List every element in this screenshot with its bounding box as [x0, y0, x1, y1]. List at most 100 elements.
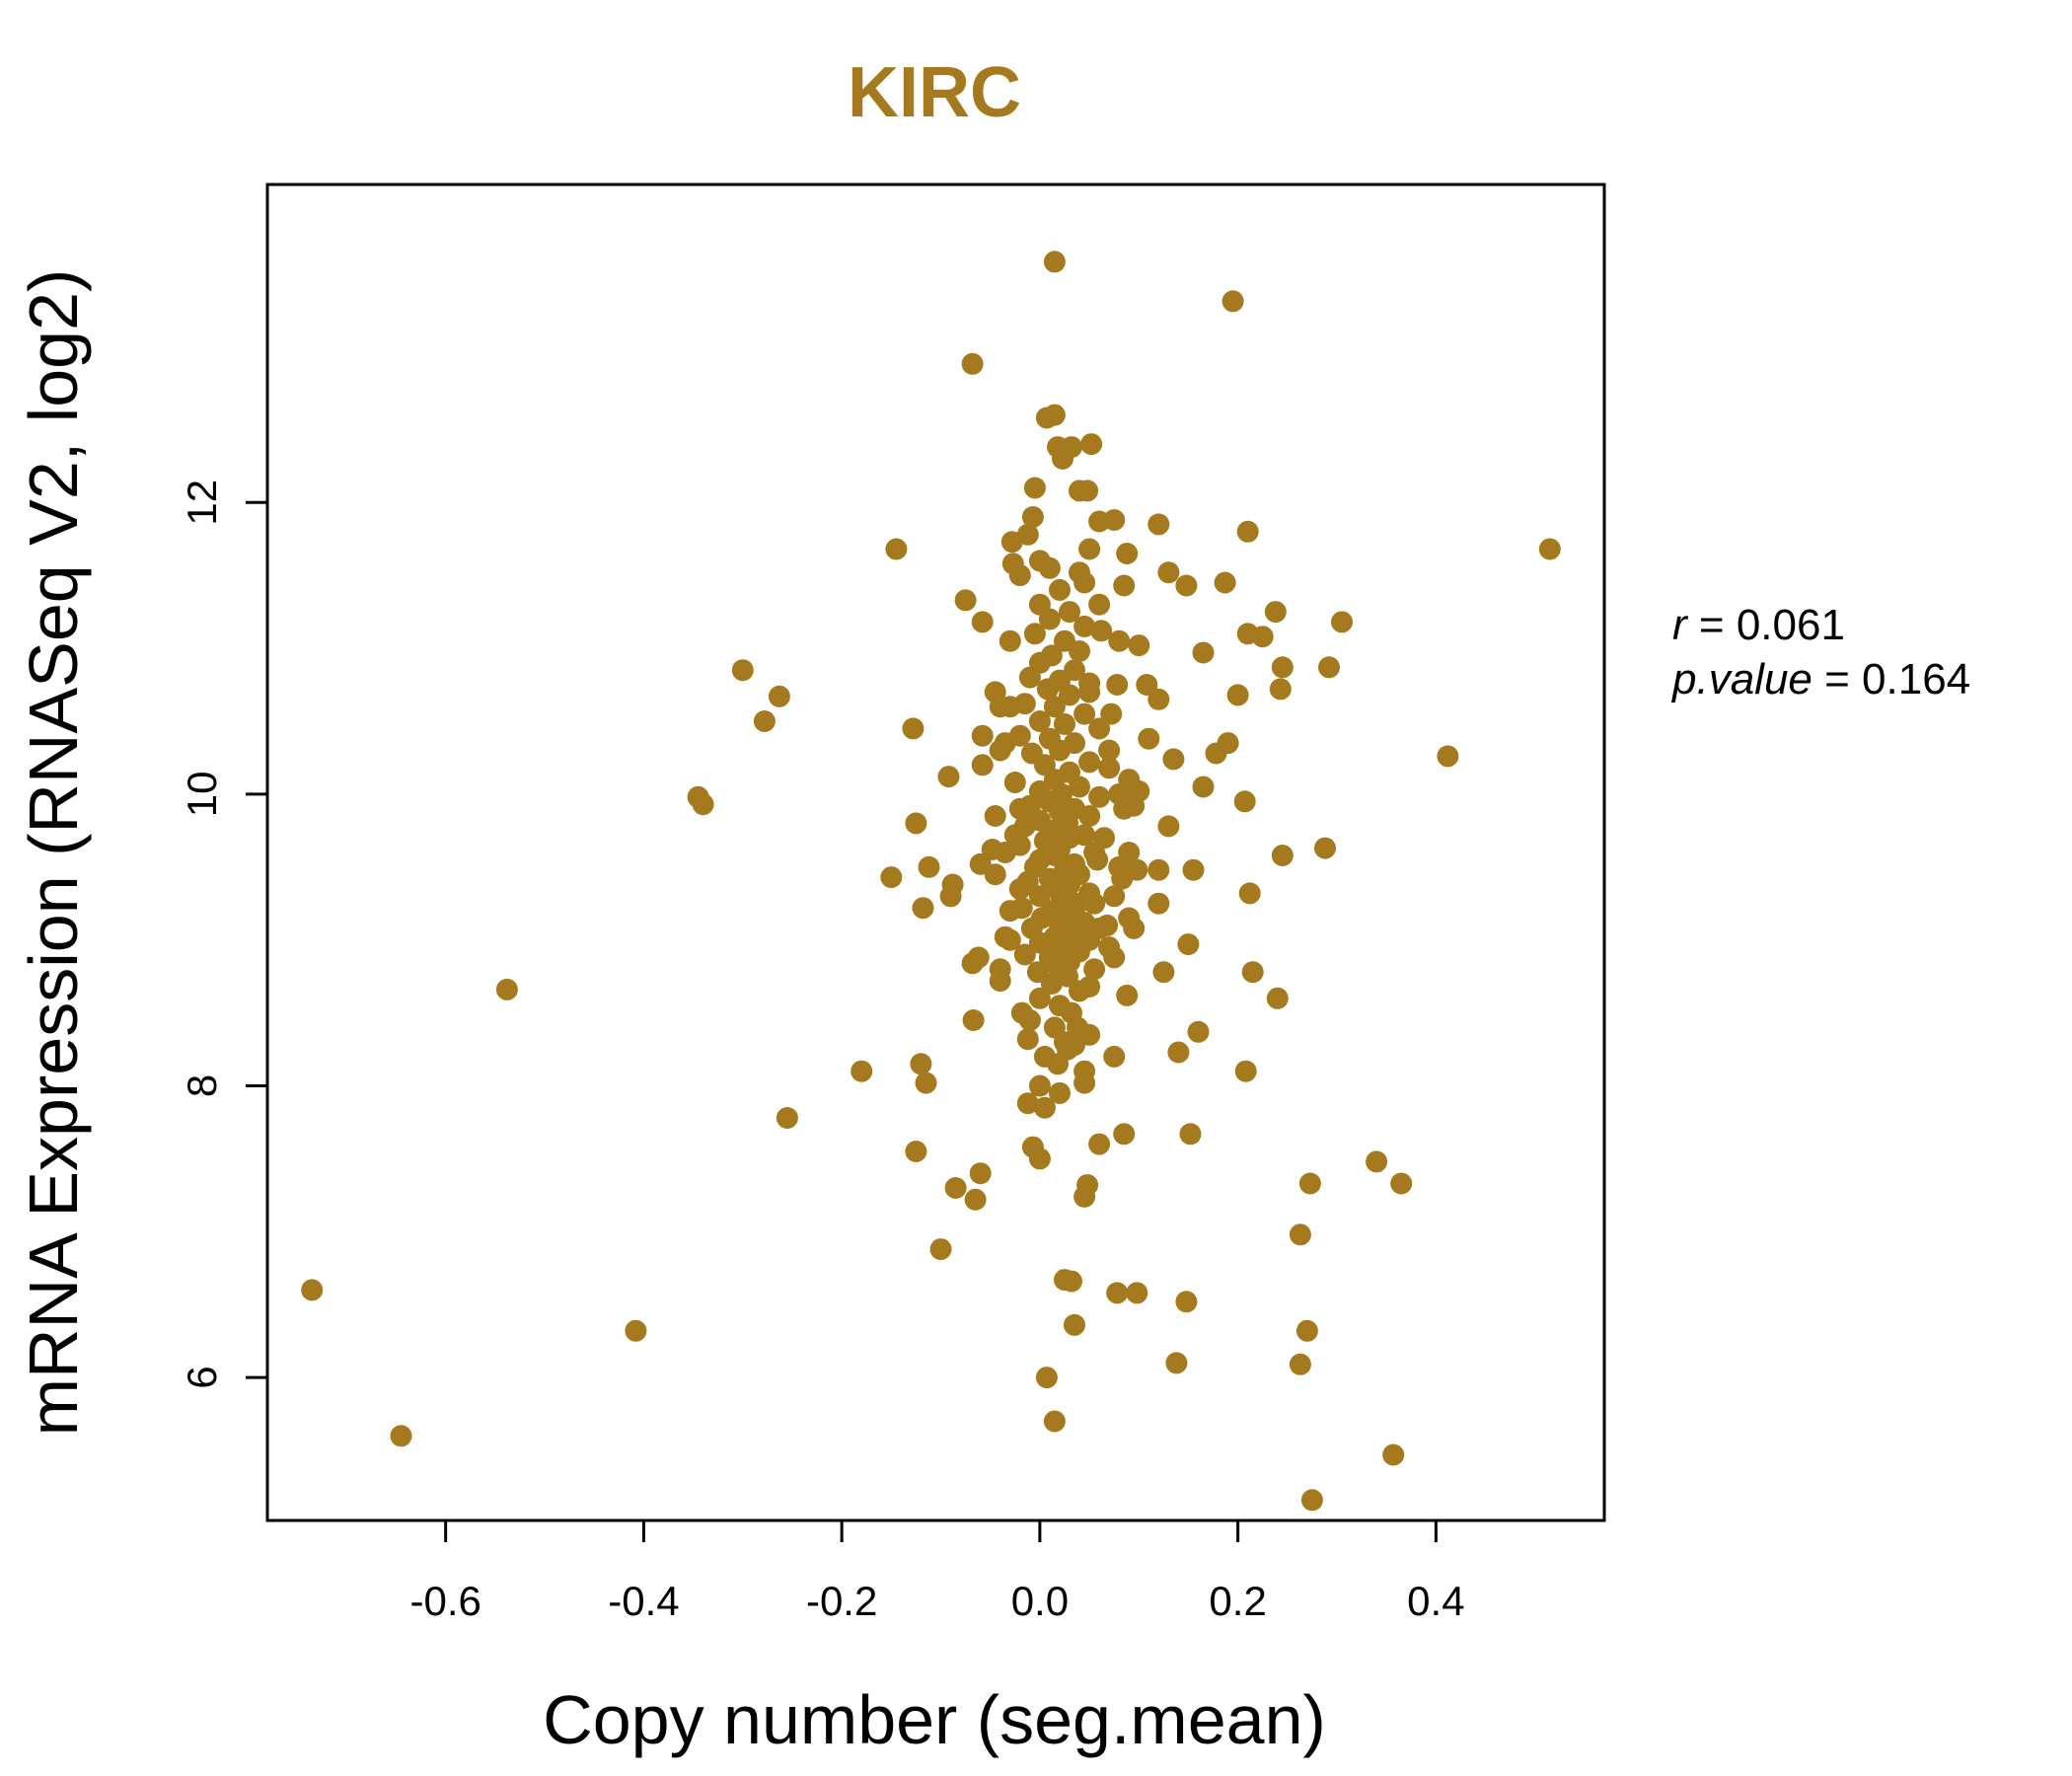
data-point: [1179, 1123, 1202, 1146]
svg-text:p.value = 0.164: p.value = 0.164: [1670, 655, 1970, 703]
plot-frame: [265, 183, 1606, 1522]
data-point: [1036, 678, 1059, 701]
data-point: [1073, 571, 1096, 594]
data-point: [1366, 1150, 1388, 1173]
data-point: [962, 1009, 985, 1031]
data-point: [1040, 973, 1063, 995]
data-point: [1028, 710, 1051, 732]
data-point: [999, 928, 1021, 951]
data-point: [1098, 936, 1121, 959]
data-point: [1157, 561, 1180, 584]
data-point: [1108, 855, 1131, 878]
data-point: [1043, 1410, 1066, 1433]
data-point: [1289, 1353, 1311, 1375]
data-point: [912, 897, 934, 920]
data-point: [1028, 885, 1051, 908]
data-point: [1021, 506, 1044, 528]
data-point: [1088, 593, 1111, 616]
data-point: [1016, 870, 1039, 893]
data-point: [776, 1107, 798, 1129]
data-point: [910, 1053, 932, 1075]
data-point: [969, 1162, 992, 1185]
data-point: [989, 958, 1011, 981]
data-point: [1010, 897, 1033, 920]
data-point: [1298, 1172, 1321, 1195]
data-point: [1069, 980, 1090, 1002]
data-point: [1054, 712, 1075, 735]
data-point: [1078, 805, 1101, 827]
data-point: [1059, 601, 1080, 624]
data-point: [1088, 785, 1111, 808]
data-point: [1331, 611, 1353, 633]
data-point: [1157, 815, 1180, 838]
data-point: [915, 1072, 937, 1094]
data-point: [937, 766, 960, 788]
data-point: [1108, 629, 1131, 652]
data-point: [964, 1188, 987, 1211]
y-tick-label: 10: [179, 772, 225, 818]
data-point: [1300, 1489, 1323, 1512]
x-tick-label: -0.4: [608, 1578, 679, 1624]
data-point: [1271, 656, 1294, 679]
data-point: [971, 754, 994, 777]
data-point: [1175, 574, 1198, 597]
data-point: [1118, 769, 1141, 791]
data-point: [1100, 703, 1123, 725]
data-point: [731, 659, 754, 682]
y-tick-label: 6: [179, 1366, 225, 1388]
data-point: [1057, 1038, 1078, 1061]
data-point: [1123, 917, 1146, 939]
data-point: [692, 793, 714, 816]
data-point: [1152, 961, 1175, 984]
data-point: [1147, 892, 1170, 915]
data-point: [1147, 513, 1170, 536]
data-point: [984, 805, 1006, 827]
data-point: [1090, 620, 1113, 642]
data-point: [1061, 1001, 1082, 1024]
data-point: [989, 739, 1011, 762]
x-tick-label: -0.2: [806, 1578, 877, 1624]
data-point: [1175, 1291, 1198, 1313]
data-point: [1069, 640, 1090, 662]
data-point: [1295, 1319, 1318, 1342]
data-point: [1103, 885, 1126, 908]
data-point: [851, 1060, 873, 1082]
data-point: [944, 1177, 967, 1199]
data-point: [1192, 776, 1215, 798]
data-point: [1177, 933, 1200, 956]
data-point: [1049, 578, 1071, 601]
data-point: [1080, 433, 1103, 456]
x-tick-label: 0.2: [1209, 1578, 1266, 1624]
data-point: [971, 611, 994, 633]
data-point: [1113, 574, 1136, 597]
data-point: [1069, 480, 1090, 502]
data-point: [1264, 601, 1287, 624]
data-point: [1318, 656, 1340, 679]
data-point: [1182, 858, 1205, 881]
data-point: [1078, 672, 1101, 695]
data-point: [1382, 1443, 1405, 1466]
data-point: [1028, 987, 1051, 1009]
data-point: [994, 842, 1016, 863]
data-point: [1073, 703, 1096, 725]
data-point: [625, 1319, 647, 1342]
data-point: [1538, 538, 1561, 560]
r-equals: =: [1699, 601, 1737, 649]
data-point: [1088, 510, 1111, 533]
data-point: [1049, 739, 1071, 762]
data-point: [1138, 727, 1160, 750]
data-point: [1147, 858, 1170, 881]
data-point: [1008, 724, 1031, 747]
data-point: [1038, 608, 1061, 630]
data-point: [1192, 641, 1215, 664]
data-point: [1023, 623, 1046, 645]
data-point: [971, 724, 994, 747]
data-point: [301, 1279, 324, 1301]
data-point: [1113, 797, 1136, 820]
data-point: [1038, 556, 1061, 579]
data-point: [1043, 696, 1066, 718]
data-point: [954, 589, 977, 612]
data-point: [495, 978, 518, 1000]
data-point: [1093, 827, 1116, 850]
data-point: [1028, 1147, 1051, 1170]
